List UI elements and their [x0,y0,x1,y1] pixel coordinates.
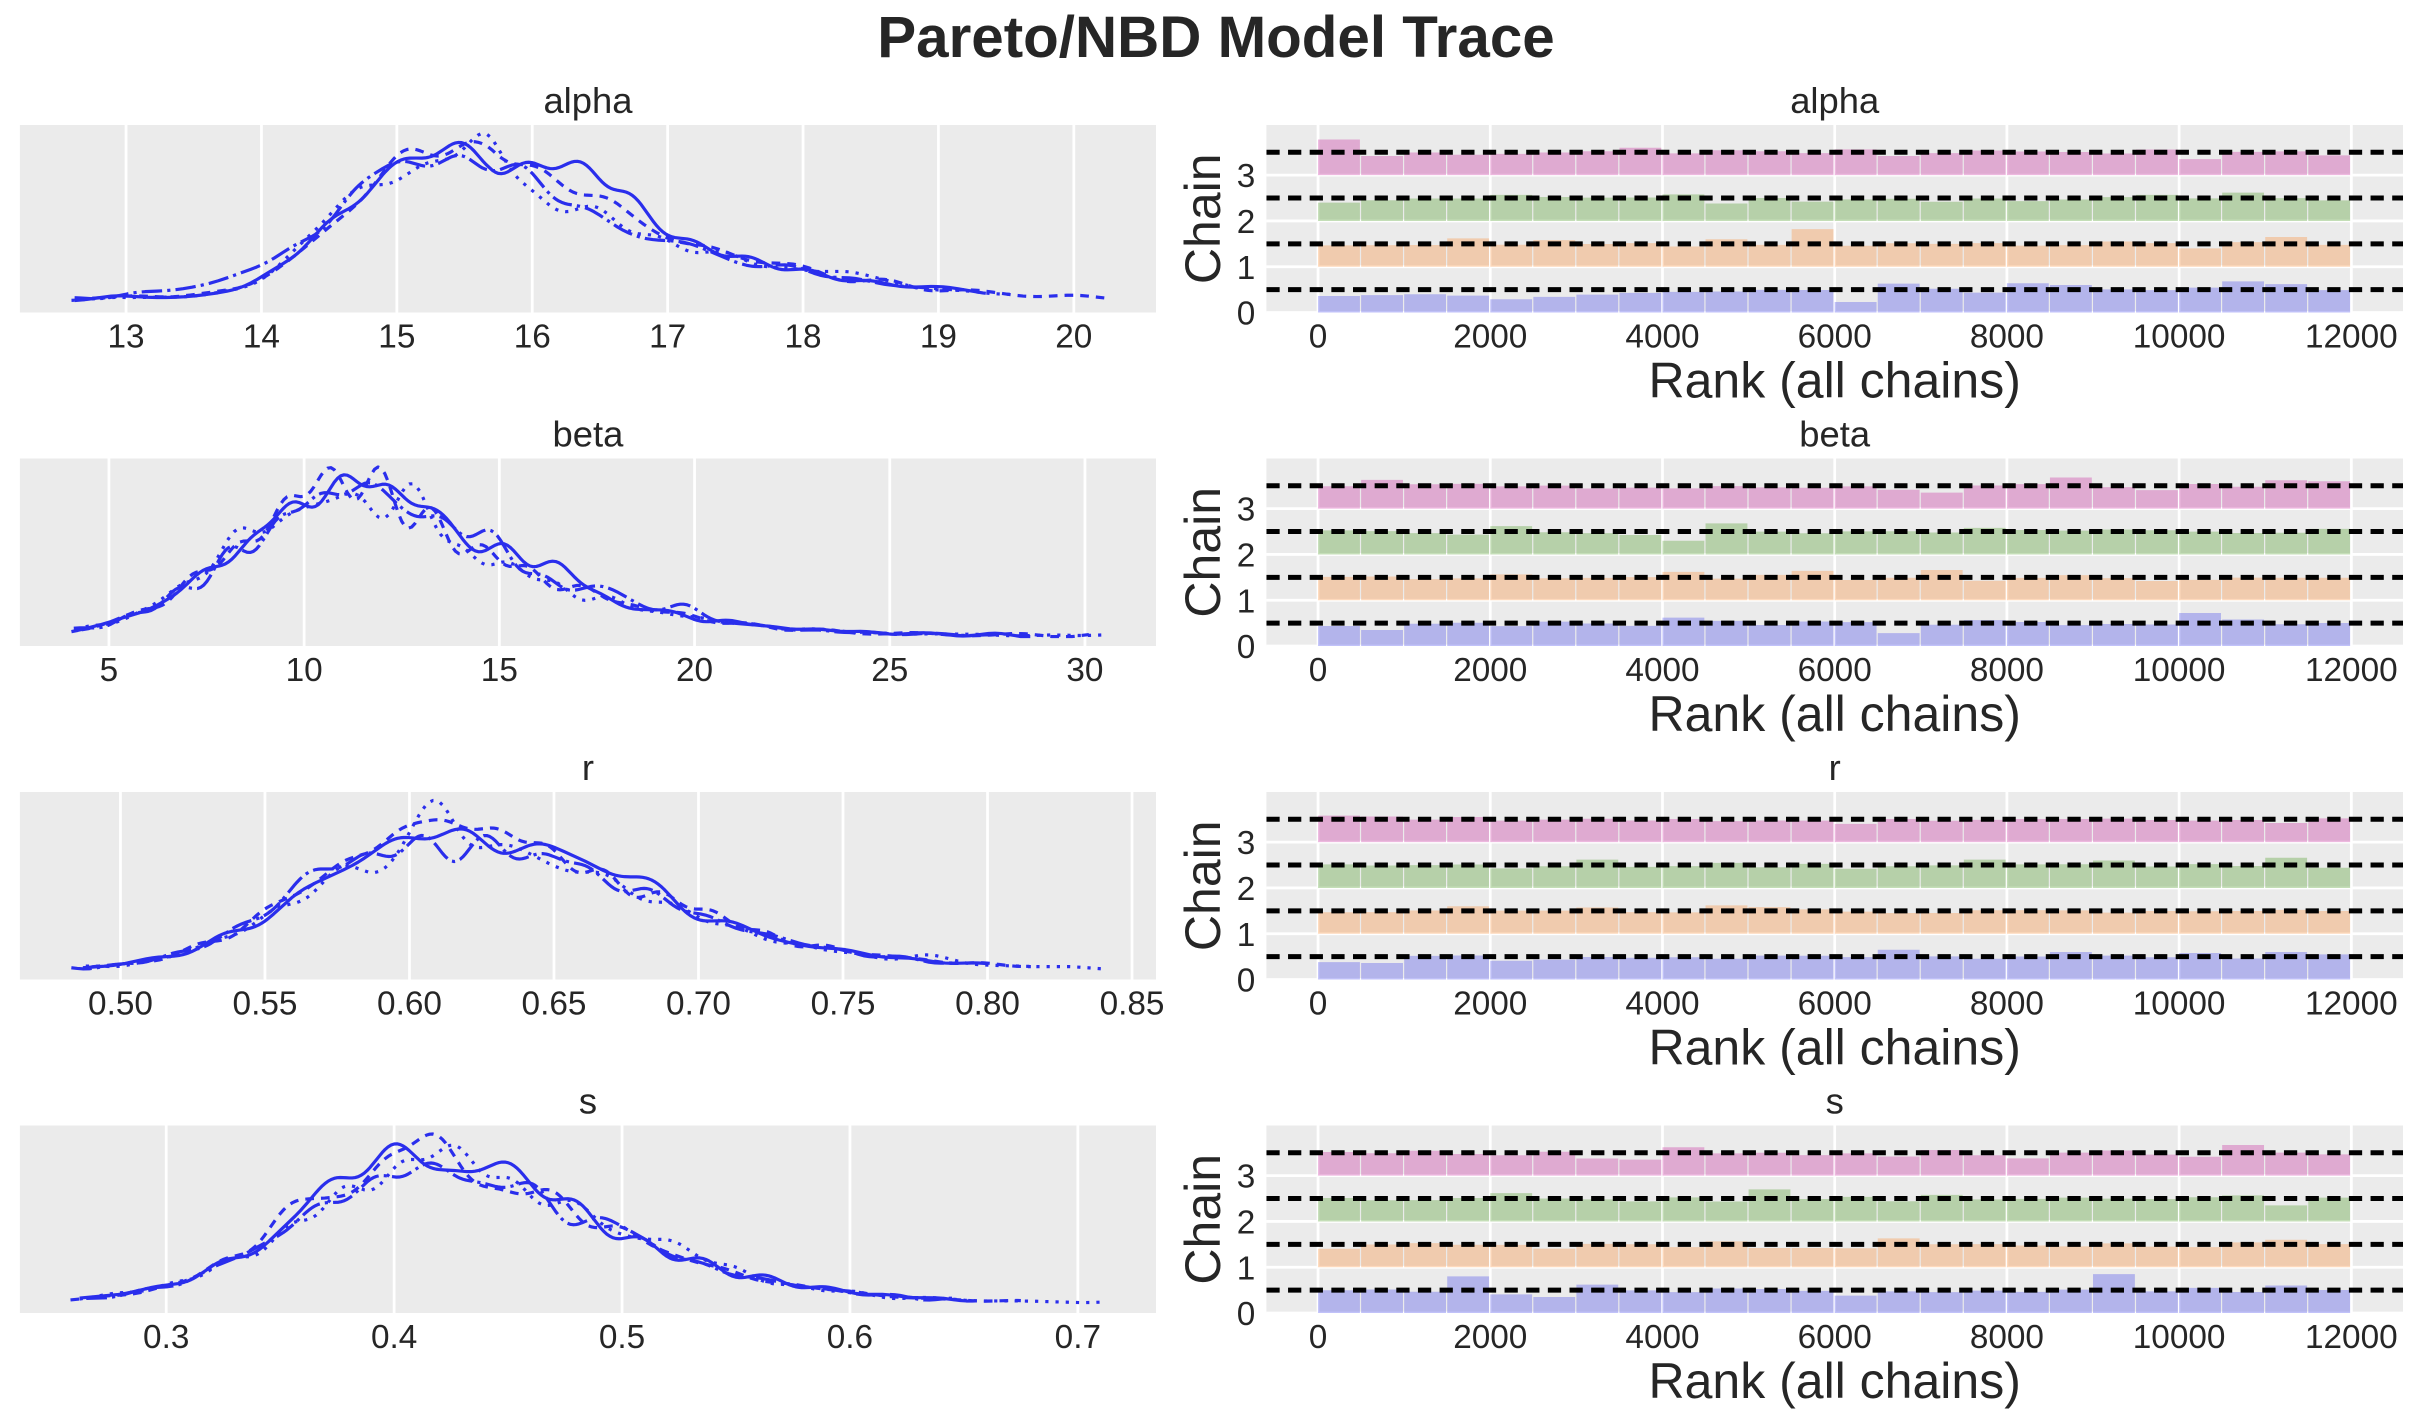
svg-text:6000: 6000 [1798,1319,1872,1356]
svg-text:16: 16 [514,319,551,356]
svg-text:18: 18 [784,319,821,356]
svg-text:Rank (all chains): Rank (all chains) [1649,1020,2021,1076]
svg-text:4000: 4000 [1625,319,1699,356]
svg-text:Chain: Chain [1175,153,1231,284]
svg-text:8000: 8000 [1970,986,2044,1023]
svg-text:Chain: Chain [1175,487,1231,618]
svg-text:2: 2 [1237,1205,1256,1242]
svg-text:10000: 10000 [2133,319,2226,356]
svg-text:2000: 2000 [1453,986,1527,1023]
svg-text:4000: 4000 [1625,652,1699,689]
svg-text:2: 2 [1237,204,1256,241]
svg-text:0: 0 [1309,986,1328,1023]
svg-text:0.5: 0.5 [599,1319,645,1356]
svg-text:beta: beta [1799,414,1871,455]
svg-text:20: 20 [676,652,713,689]
svg-text:1: 1 [1237,917,1256,954]
svg-text:2000: 2000 [1453,319,1527,356]
svg-text:r: r [582,747,594,788]
svg-text:1: 1 [1237,583,1256,620]
svg-text:alpha: alpha [1790,80,1880,121]
svg-text:3: 3 [1237,825,1256,862]
svg-text:Pareto/NBD Model Trace: Pareto/NBD Model Trace [877,5,1554,70]
svg-text:3: 3 [1237,158,1256,195]
svg-text:13: 13 [108,319,145,356]
svg-text:0: 0 [1309,1319,1328,1356]
svg-text:0.6: 0.6 [827,1319,873,1356]
svg-text:0: 0 [1237,1296,1256,1333]
svg-text:10000: 10000 [2133,986,2226,1023]
svg-text:4000: 4000 [1625,986,1699,1023]
svg-text:5: 5 [100,652,119,689]
svg-text:r: r [1829,747,1841,788]
svg-text:0: 0 [1237,629,1256,666]
svg-text:3: 3 [1237,1159,1256,1196]
svg-text:30: 30 [1066,652,1103,689]
svg-text:0.4: 0.4 [371,1319,417,1356]
svg-text:s: s [579,1081,597,1122]
svg-text:12000: 12000 [2305,319,2398,356]
svg-text:2: 2 [1237,871,1256,908]
svg-text:20: 20 [1055,319,1092,356]
svg-text:2: 2 [1237,538,1256,575]
svg-text:0.85: 0.85 [1100,986,1165,1023]
svg-text:0.50: 0.50 [88,986,153,1023]
svg-text:19: 19 [920,319,957,356]
svg-text:1: 1 [1237,250,1256,287]
svg-text:Rank (all chains): Rank (all chains) [1649,686,2021,742]
svg-text:0: 0 [1237,963,1256,1000]
svg-text:alpha: alpha [543,80,633,121]
svg-text:0.70: 0.70 [666,986,731,1023]
svg-text:0.60: 0.60 [377,986,442,1023]
svg-text:0.7: 0.7 [1055,1319,1101,1356]
svg-text:0.75: 0.75 [811,986,876,1023]
svg-text:6000: 6000 [1798,986,1872,1023]
svg-text:0.80: 0.80 [955,986,1020,1023]
svg-text:0: 0 [1309,319,1328,356]
svg-text:17: 17 [649,319,686,356]
svg-text:4000: 4000 [1625,1319,1699,1356]
svg-text:1: 1 [1237,1250,1256,1287]
svg-text:12000: 12000 [2305,1319,2398,1356]
svg-text:Rank (all chains): Rank (all chains) [1649,353,2021,409]
svg-text:0.3: 0.3 [143,1319,189,1356]
svg-text:10000: 10000 [2133,652,2226,689]
svg-text:beta: beta [553,414,625,455]
svg-text:0: 0 [1309,652,1328,689]
svg-text:2000: 2000 [1453,1319,1527,1356]
svg-text:8000: 8000 [1970,319,2044,356]
svg-text:6000: 6000 [1798,652,1872,689]
svg-text:14: 14 [243,319,280,356]
svg-text:0: 0 [1237,296,1256,333]
svg-text:12000: 12000 [2305,652,2398,689]
svg-text:Chain: Chain [1175,1154,1231,1285]
svg-text:12000: 12000 [2305,986,2398,1023]
svg-text:8000: 8000 [1970,1319,2044,1356]
svg-text:2000: 2000 [1453,652,1527,689]
svg-text:3: 3 [1237,492,1256,529]
svg-text:15: 15 [378,319,415,356]
svg-text:15: 15 [481,652,518,689]
svg-text:25: 25 [871,652,908,689]
svg-text:Chain: Chain [1175,820,1231,951]
svg-text:0.55: 0.55 [233,986,298,1023]
svg-text:8000: 8000 [1970,652,2044,689]
svg-text:10: 10 [286,652,323,689]
svg-text:0.65: 0.65 [522,986,587,1023]
svg-text:s: s [1826,1081,1844,1122]
svg-text:6000: 6000 [1798,319,1872,356]
svg-text:Rank (all chains): Rank (all chains) [1649,1353,2021,1409]
svg-text:10000: 10000 [2133,1319,2226,1356]
